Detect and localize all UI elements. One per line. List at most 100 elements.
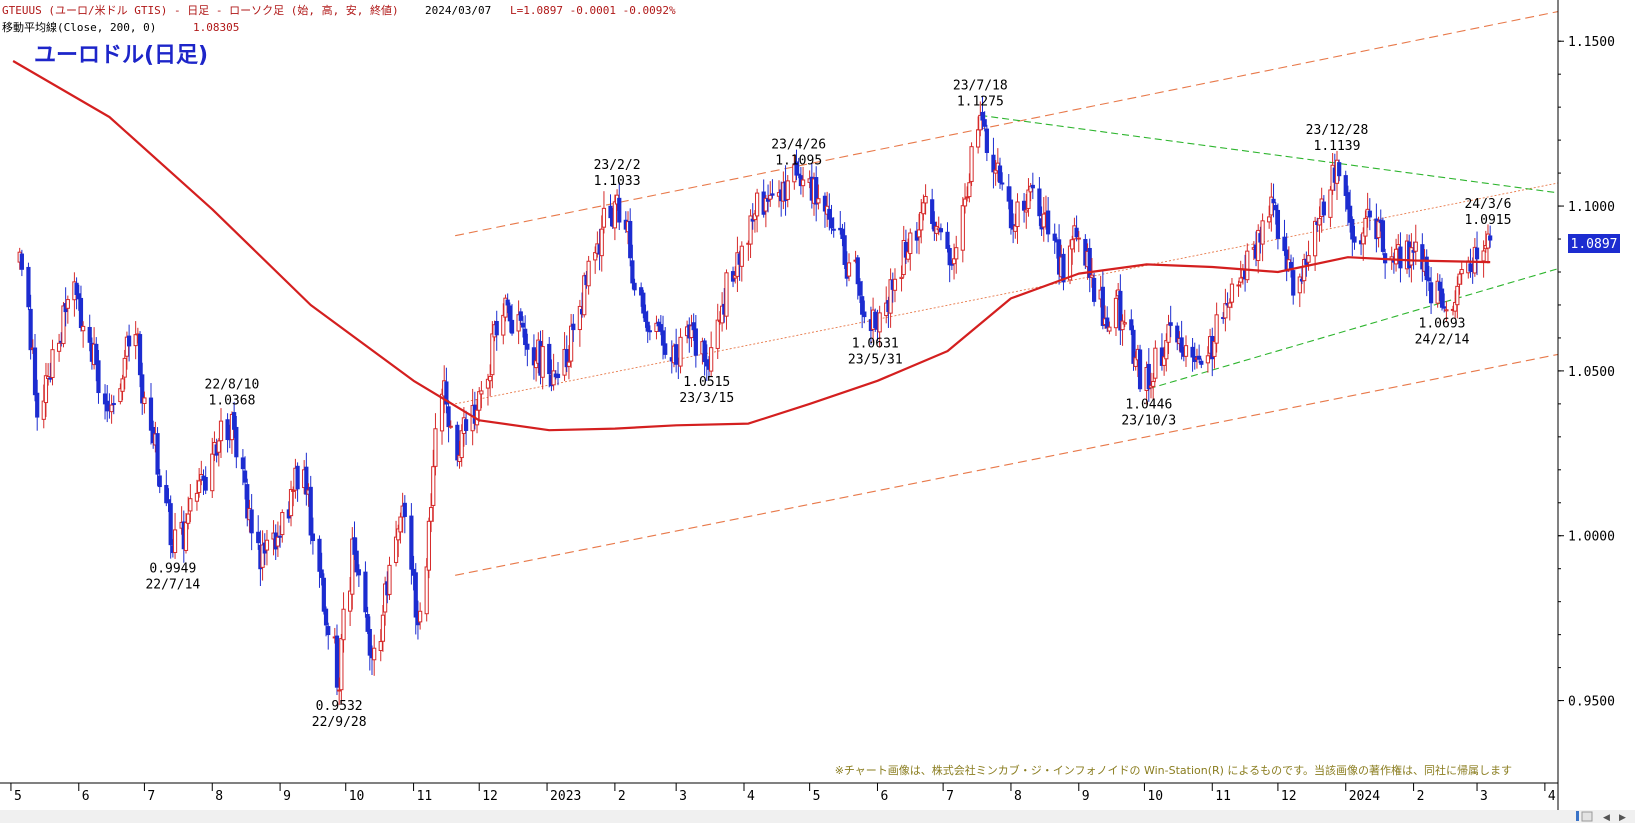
candle-body [488, 375, 493, 382]
candle-body [678, 336, 683, 367]
candle-body [479, 390, 484, 395]
candle [194, 479, 200, 511]
candle [921, 194, 926, 221]
horizontal-scrollbar[interactable]: ◀ ▶ [0, 810, 1635, 823]
candle [1046, 197, 1051, 243]
candle-body [656, 321, 661, 327]
candle [1100, 271, 1105, 330]
candle [1212, 336, 1217, 369]
candle-body [555, 373, 561, 378]
candle [763, 194, 768, 228]
candle [1183, 335, 1189, 367]
candle-body [724, 272, 729, 317]
candle [523, 315, 528, 356]
candle [448, 420, 453, 429]
x-tick-label: 2 [1417, 789, 1425, 804]
candle-body [1275, 209, 1281, 239]
candle [186, 496, 191, 530]
candle [540, 329, 545, 390]
x-tick-label: 2023 [550, 789, 581, 804]
candle [800, 166, 806, 198]
candle [124, 331, 130, 370]
candle-body [501, 314, 506, 336]
candle-body [930, 199, 935, 224]
candle [1107, 321, 1112, 335]
candle [490, 321, 495, 389]
candle-body [689, 325, 694, 339]
candle [78, 285, 84, 332]
candle-body [1046, 210, 1051, 235]
scroll-right-icon[interactable]: ▶ [1619, 813, 1626, 823]
candle [218, 408, 224, 458]
candle-body [1166, 324, 1171, 343]
candle-body [1041, 213, 1046, 228]
candle [1317, 206, 1322, 242]
candle [547, 337, 552, 388]
candle-body [1113, 297, 1119, 329]
candle-body [831, 228, 836, 231]
candle-body [225, 419, 230, 441]
candle [350, 527, 355, 610]
x-tick-label: 8 [215, 789, 223, 804]
candle [857, 278, 863, 304]
candle [551, 353, 556, 391]
candle-body [43, 375, 49, 404]
candle [518, 308, 523, 325]
candle-body [593, 252, 598, 261]
candle-body [938, 228, 944, 233]
candle-body [647, 330, 652, 333]
candle-body [1297, 276, 1302, 294]
candle [19, 249, 24, 277]
scroll-thumb[interactable] [1581, 811, 1593, 822]
candle-body [264, 539, 270, 551]
candle [1442, 293, 1447, 313]
candle-body [951, 258, 957, 265]
candle [1350, 216, 1355, 257]
candle-body [908, 232, 913, 255]
candle [571, 314, 576, 342]
candle-body [1153, 347, 1158, 379]
candle [118, 383, 123, 405]
header-ma-value: 1.08305 [193, 21, 239, 34]
candle [593, 246, 598, 274]
candle-body [800, 179, 806, 187]
scroll-left-icon[interactable]: ◀ [1603, 813, 1610, 823]
candle [1164, 333, 1169, 372]
candle-body [639, 287, 644, 296]
candle-body [1089, 274, 1095, 278]
candle-body [765, 198, 771, 202]
candle [240, 449, 245, 486]
candle [337, 677, 342, 706]
trendline-resistance [980, 114, 1559, 194]
candle [1439, 277, 1445, 311]
candle [1238, 260, 1243, 288]
candle-body [1037, 188, 1042, 217]
candle-body [1021, 200, 1027, 211]
candle [906, 238, 911, 263]
candle [840, 223, 845, 247]
candle [35, 379, 40, 431]
candle [216, 438, 221, 467]
candle-body [383, 583, 388, 613]
candle-body [319, 569, 324, 578]
candle [1041, 197, 1046, 242]
candle-body [1151, 380, 1156, 387]
candle-body [1197, 355, 1202, 360]
candle [418, 602, 423, 630]
candle [367, 616, 372, 671]
candle [980, 96, 985, 130]
candle-body [1352, 236, 1357, 243]
candle [348, 576, 353, 627]
candle-body [444, 381, 449, 405]
candle [43, 362, 49, 417]
candle-body [1026, 189, 1031, 209]
candle-body [459, 430, 464, 459]
candle-body [78, 297, 84, 329]
candle-body [216, 440, 221, 453]
candle-body [367, 628, 372, 656]
candle-body [855, 257, 860, 285]
candle [1175, 322, 1180, 351]
candle-body [234, 426, 239, 458]
candle [96, 349, 101, 404]
candle-body [571, 323, 576, 331]
